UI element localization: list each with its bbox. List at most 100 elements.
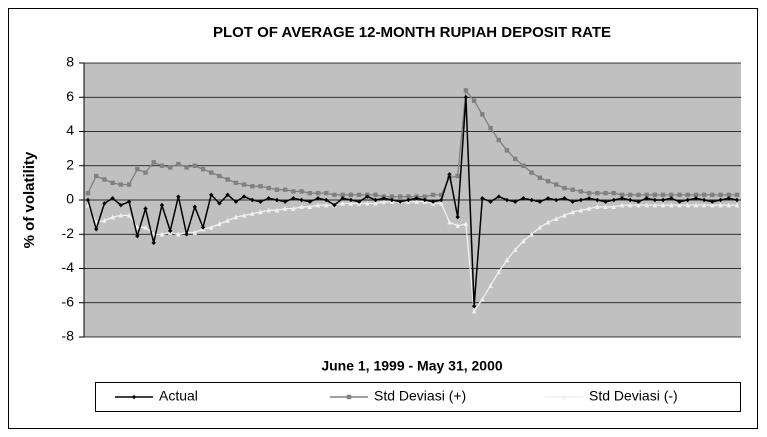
marker	[282, 187, 288, 192]
marker	[192, 229, 197, 235]
marker	[529, 197, 534, 203]
marker	[521, 196, 526, 201]
marker	[381, 196, 386, 201]
marker	[131, 394, 137, 400]
marker	[644, 196, 649, 201]
marker	[685, 197, 690, 203]
marker	[250, 184, 255, 189]
marker	[710, 202, 715, 208]
marker	[710, 199, 715, 204]
marker	[578, 207, 584, 213]
marker	[636, 192, 641, 198]
marker	[241, 182, 247, 187]
marker	[200, 225, 206, 230]
y-tick-label: 8	[66, 54, 74, 70]
marker	[266, 185, 271, 191]
marker	[324, 190, 329, 196]
legend-label: Std Deviasi (-)	[589, 388, 678, 404]
marker	[414, 196, 419, 201]
marker	[348, 197, 354, 203]
marker	[562, 212, 567, 218]
marker	[537, 224, 543, 230]
marker	[578, 189, 584, 194]
marker	[373, 200, 378, 206]
marker	[554, 216, 559, 222]
marker	[562, 185, 567, 191]
marker	[488, 125, 493, 131]
marker	[250, 197, 255, 203]
marker	[315, 202, 321, 208]
marker	[603, 199, 608, 204]
marker	[282, 199, 288, 204]
marker	[126, 212, 132, 218]
marker	[718, 197, 723, 203]
x-axis-label: June 1, 1999 - May 31, 2000	[321, 358, 503, 374]
marker	[135, 166, 140, 172]
marker	[406, 194, 411, 199]
marker	[521, 238, 526, 244]
marker	[274, 207, 280, 213]
chart-title: PLOT OF AVERAGE 12-MONTH RUPIAH DEPOSIT …	[213, 24, 611, 41]
legend-label: Actual	[159, 388, 198, 404]
marker	[102, 217, 107, 223]
marker	[209, 224, 214, 230]
marker	[258, 199, 263, 204]
marker	[726, 196, 731, 201]
marker	[118, 212, 124, 218]
marker	[217, 201, 222, 206]
marker	[233, 214, 239, 220]
marker	[365, 200, 370, 206]
marker	[693, 196, 699, 201]
marker	[356, 192, 362, 198]
y-tick-label: -8	[62, 328, 75, 344]
marker	[192, 163, 197, 168]
y-tick-label: -2	[62, 225, 75, 241]
marker	[184, 165, 189, 170]
marker	[167, 165, 173, 170]
marker	[126, 182, 132, 187]
marker	[340, 200, 345, 206]
marker	[299, 204, 304, 210]
marker	[389, 194, 395, 199]
marker	[340, 192, 345, 198]
marker	[480, 196, 485, 201]
marker	[726, 202, 731, 208]
marker	[85, 190, 91, 196]
marker	[110, 214, 115, 220]
y-tick-label: -4	[62, 259, 75, 275]
marker	[488, 199, 493, 204]
marker	[455, 222, 460, 228]
marker	[701, 192, 707, 198]
marker	[545, 219, 551, 225]
marker	[595, 190, 600, 196]
marker	[586, 196, 592, 201]
marker	[159, 163, 165, 168]
marker	[365, 194, 370, 199]
marker	[455, 173, 460, 179]
marker	[586, 205, 592, 211]
marker	[701, 202, 707, 208]
marker	[677, 192, 682, 198]
marker	[85, 197, 91, 203]
marker	[439, 192, 444, 198]
marker	[734, 192, 740, 198]
marker	[356, 199, 362, 204]
marker	[274, 187, 280, 192]
marker	[225, 192, 230, 198]
marker	[233, 180, 239, 186]
marker	[734, 197, 740, 203]
y-tick-label: -6	[62, 293, 75, 309]
marker	[718, 192, 723, 198]
marker	[488, 282, 493, 288]
marker	[611, 197, 616, 203]
marker	[307, 190, 313, 196]
marker	[430, 199, 436, 204]
marker	[389, 197, 395, 203]
marker	[94, 226, 99, 232]
marker	[537, 199, 543, 204]
marker	[677, 199, 682, 204]
marker	[291, 189, 296, 194]
marker	[324, 202, 329, 208]
